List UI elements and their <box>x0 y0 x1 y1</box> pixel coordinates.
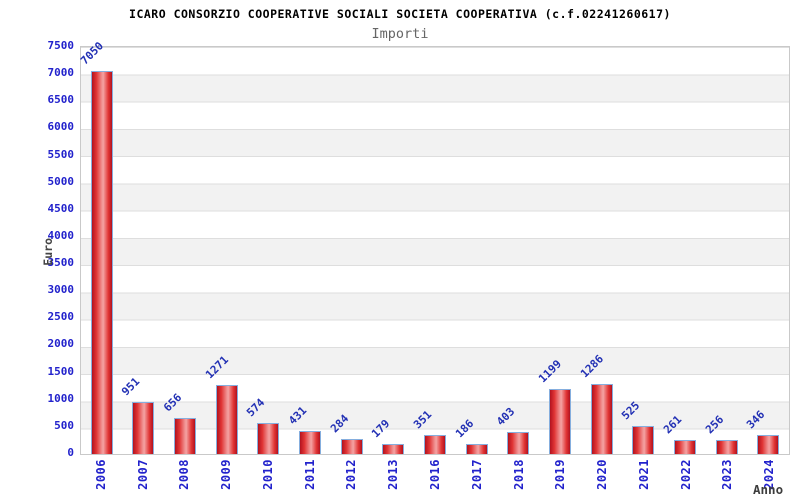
bar-value-label: 1286 <box>577 352 606 381</box>
bar <box>673 439 696 454</box>
bar <box>299 430 322 454</box>
chart-subtitle: Importi <box>371 26 429 42</box>
y-tick-label: 7500 <box>47 39 75 52</box>
x-tick-label: 2007 <box>122 459 164 500</box>
bar <box>465 443 488 454</box>
bar-value-label: 179 <box>369 417 393 441</box>
x-tick-label-text: 2020 <box>595 459 610 490</box>
x-tick-label: 2021 <box>623 459 665 500</box>
x-axis: 2006 2007 2008 2009 2010 2011 2012 2013 2016 2017… <box>80 459 790 500</box>
x-tick-label-text: 2022 <box>678 459 693 490</box>
y-tick-label: 3500 <box>47 256 75 270</box>
bar <box>590 384 613 454</box>
bar-value-label: 346 <box>744 408 768 432</box>
x-tick-label: 2013 <box>372 459 414 500</box>
bar <box>215 385 238 454</box>
y-tick-label: 1000 <box>47 391 75 405</box>
bars-layer: 7050 951 656 1271 574 431 284 179 351 186 403 1199 1… <box>78 40 789 454</box>
y-tick-label: 1500 <box>47 364 75 378</box>
x-tick-label-text: 2011 <box>302 459 317 490</box>
bar-value-label: 7050 <box>77 39 106 68</box>
x-tick-label: 2023 <box>706 459 748 500</box>
y-tick-label: 500 <box>54 418 74 432</box>
y-tick-label: 7000 <box>47 66 75 80</box>
bar-value-label: 574 <box>244 395 268 420</box>
bar-value-label: 261 <box>660 412 685 437</box>
y-tick-label: 2500 <box>47 310 75 324</box>
y-tick-label: 4000 <box>47 228 75 242</box>
y-axis-title: Euro <box>41 238 55 266</box>
bar-value-label: 525 <box>619 398 643 422</box>
x-tick-label: 2018 <box>498 459 540 500</box>
x-tick-label: 2017 <box>456 459 498 500</box>
x-tick-label-text: 2019 <box>553 459 568 490</box>
x-tick-label-text: 2008 <box>177 459 192 490</box>
x-tick-label-text: 2017 <box>469 459 484 490</box>
bar-value-label: 186 <box>452 416 476 441</box>
x-tick-label-text: 2012 <box>344 459 359 490</box>
bar-value-label: 403 <box>494 405 518 429</box>
y-tick-label: 2000 <box>47 337 75 351</box>
bar-value-label: 284 <box>327 411 352 435</box>
bar <box>132 402 155 454</box>
bar-value-label: 351 <box>411 407 435 432</box>
x-tick-label: 2011 <box>289 459 331 500</box>
bar <box>340 438 363 454</box>
x-tick-label: 2012 <box>331 459 373 500</box>
x-tick-label: 2020 <box>581 459 623 500</box>
bar-value-label: 656 <box>161 391 185 415</box>
bar <box>424 434 446 454</box>
x-tick-label-text: 2007 <box>135 459 150 490</box>
x-tick-label: 2016 <box>414 459 456 500</box>
x-tick-label-text: 2010 <box>260 459 275 490</box>
y-tick-label: 4500 <box>47 201 75 215</box>
x-tick-label-text: 2023 <box>720 459 735 490</box>
x-tick-label: 2010 <box>247 459 289 500</box>
x-tick-label: 2006 <box>80 459 122 500</box>
x-tick-label-text: 2006 <box>93 459 108 490</box>
bar-value-label: 256 <box>702 413 726 437</box>
bar-value-label: 1271 <box>202 353 231 382</box>
bar <box>757 435 780 454</box>
x-tick-label: 2009 <box>205 459 247 500</box>
y-tick-label: 5000 <box>47 174 75 188</box>
x-tick-label: 2022 <box>665 459 707 500</box>
bar-value-label: 951 <box>119 375 143 399</box>
y-tick-label: 5500 <box>47 147 75 161</box>
bar <box>507 432 530 454</box>
x-tick-label-text: 2016 <box>427 459 442 490</box>
bar <box>715 440 738 454</box>
bar <box>382 444 405 454</box>
x-tick-label: 2008 <box>164 459 206 500</box>
bar-value-label: 1199 <box>536 357 564 386</box>
x-tick-label: 2019 <box>539 459 581 500</box>
x-tick-label-text: 2009 <box>219 459 234 490</box>
y-tick-label: 6000 <box>47 120 75 134</box>
chart-title: ICARO CONSORZIO COOPERATIVE SOCIALI SOCI… <box>129 7 671 21</box>
bar <box>548 388 571 454</box>
x-axis-title: Anno <box>753 482 784 497</box>
x-tick-label-text: 2018 <box>511 459 526 490</box>
y-tick-label: 6500 <box>47 93 75 107</box>
bar <box>90 71 113 454</box>
bar-value-label: 431 <box>286 403 310 427</box>
x-tick-label-text: 2013 <box>386 459 401 490</box>
x-tick-label-text: 2021 <box>636 459 651 490</box>
bar <box>174 418 197 454</box>
bar <box>632 425 655 454</box>
plot-area: 7050 951 656 1271 574 431 284 179 351 186 403 1199 1… <box>78 40 790 455</box>
bar <box>257 422 280 454</box>
y-tick-label: 3000 <box>47 283 75 297</box>
y-tick-label: 0 <box>67 446 74 459</box>
